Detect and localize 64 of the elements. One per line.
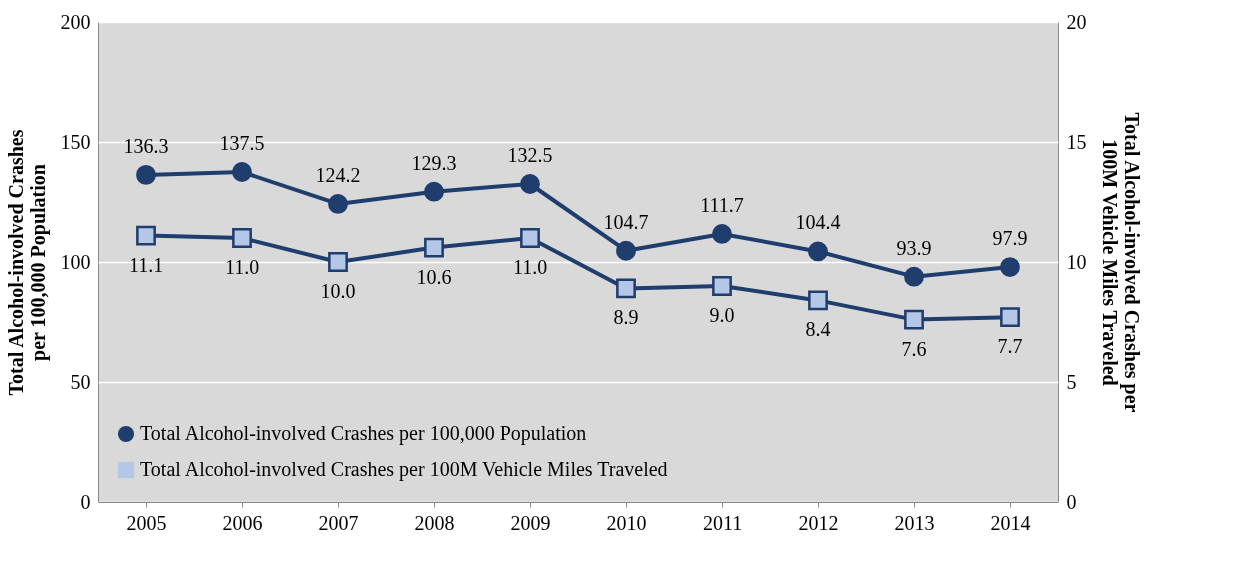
y2-tick-label: 5 [1066,370,1077,393]
data-label: 132.5 [507,144,553,166]
x-tick-label: 2007 [318,511,359,534]
point [712,224,732,244]
y-axis-title: Total Alcohol-involved Crashes per 100,000 Population [4,129,50,396]
point [328,252,348,272]
point [520,174,540,194]
data-label: 11.0 [224,256,260,278]
y-tick-label: 50 [70,370,91,393]
point [904,266,924,287]
data-label: 104.4 [795,211,841,234]
point [424,237,444,258]
data-label: 137.5 [219,132,265,154]
x-tick-label: 2006 [222,511,263,534]
point [232,162,252,182]
y2-tick-label: 20 [1066,10,1087,33]
data-label: 11.1 [128,253,164,276]
point [616,240,636,261]
x-tick-label: 2011 [702,511,743,534]
point [136,164,156,185]
y2-axis-title: Total Alcohol-involved Crashes per 100M Vehicle Miles Traveled [1098,112,1143,413]
point [808,241,828,262]
data-label: 7.7 [997,335,1023,358]
point [712,276,732,296]
x-tick-label: 2014 [990,511,1031,534]
legend-label: Total Alcohol-involved Crashes per 100,000 Population [140,422,587,445]
data-label: 7.6 [901,337,927,360]
data-label: 8.9 [613,306,639,329]
data-label: 93.9 [896,236,932,259]
point [232,228,252,248]
y2-tick-label: 15 [1066,130,1087,153]
legend-label: Total Alcohol-involved Crashes per 100M Vehicle Miles Traveled [140,458,668,481]
point [424,181,444,202]
data-label: 11.0 [512,256,548,278]
data-label: 129.3 [411,151,457,174]
data-label: 97.9 [992,227,1028,250]
data-label: 136.3 [123,134,169,157]
point [904,309,924,330]
x-tick-label: 2009 [510,511,551,534]
data-label: 111.7 [700,193,744,216]
point [1000,257,1020,277]
y2-tick-label: 0 [1066,490,1077,513]
point [808,290,828,311]
point [328,194,348,214]
point [1000,307,1020,328]
x-tick-label: 2013 [894,511,935,534]
x-tick-label: 2010 [606,511,647,534]
y2-tick-label: 10 [1066,250,1087,273]
data-label: 104.7 [603,210,649,233]
data-label: 124.2 [315,163,361,186]
data-label: 10.0 [320,280,356,302]
data-label: 9.0 [709,304,735,326]
point [520,228,540,248]
x-tick-label: 2008 [414,511,455,534]
x-tick-label: 2012 [798,511,839,534]
point [136,225,156,246]
y-tick-label: 150 [60,130,91,153]
data-label: 10.6 [416,265,452,288]
y-tick-label: 100 [60,250,91,273]
point [616,278,636,299]
data-label: 8.4 [805,318,831,341]
y-tick-label: 0 [80,490,91,513]
x-tick-label: 2005 [126,511,167,534]
y-tick-label: 200 [60,10,91,33]
